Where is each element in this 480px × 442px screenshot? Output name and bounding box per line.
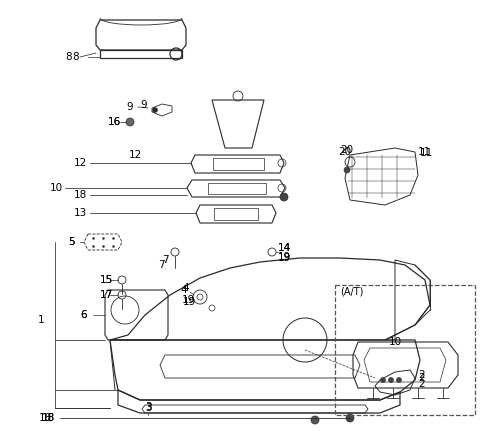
- Text: 16: 16: [108, 117, 121, 127]
- Text: 6: 6: [80, 310, 86, 320]
- Text: 18: 18: [39, 413, 52, 423]
- Text: 5: 5: [68, 237, 74, 247]
- Text: 4: 4: [182, 283, 189, 293]
- Text: 20: 20: [338, 147, 351, 157]
- Text: 15: 15: [100, 275, 113, 285]
- Text: 10: 10: [388, 337, 402, 347]
- Text: 18: 18: [74, 190, 87, 200]
- Text: 19: 19: [182, 295, 195, 305]
- Text: 17: 17: [100, 290, 113, 300]
- Text: 19: 19: [278, 252, 291, 262]
- Text: 20: 20: [340, 145, 353, 155]
- Text: 12: 12: [129, 150, 142, 160]
- Circle shape: [311, 416, 319, 424]
- Text: 11: 11: [420, 148, 433, 158]
- Text: 1: 1: [38, 315, 45, 325]
- Text: 16: 16: [108, 117, 121, 127]
- Text: 14: 14: [278, 243, 291, 253]
- Circle shape: [153, 107, 157, 113]
- Circle shape: [396, 377, 401, 382]
- Text: 2: 2: [418, 373, 425, 383]
- Text: 9: 9: [140, 100, 146, 110]
- Text: 10: 10: [50, 183, 63, 193]
- Text: 12: 12: [74, 158, 87, 168]
- Text: 2: 2: [418, 379, 425, 389]
- Circle shape: [381, 377, 385, 382]
- Text: 6: 6: [80, 310, 86, 320]
- Text: (A/T): (A/T): [340, 287, 363, 297]
- Text: 8: 8: [65, 52, 72, 62]
- Text: 15: 15: [100, 275, 113, 285]
- Circle shape: [388, 377, 394, 382]
- Text: 3: 3: [144, 403, 151, 413]
- Text: 17: 17: [100, 290, 113, 300]
- Text: 9: 9: [126, 102, 132, 112]
- Text: 18: 18: [42, 413, 55, 423]
- Text: 19: 19: [183, 297, 196, 307]
- Text: 2: 2: [418, 370, 425, 380]
- Circle shape: [346, 414, 354, 422]
- Circle shape: [126, 118, 134, 126]
- Text: 14: 14: [278, 243, 291, 253]
- Text: 13: 13: [74, 208, 87, 218]
- Text: 8: 8: [72, 52, 79, 62]
- Text: 7: 7: [162, 255, 168, 265]
- Text: 5: 5: [68, 237, 74, 247]
- Text: 7: 7: [158, 260, 165, 270]
- Text: 3: 3: [144, 402, 151, 412]
- Circle shape: [280, 193, 288, 201]
- Text: 4: 4: [180, 285, 187, 295]
- Circle shape: [344, 167, 350, 173]
- Text: 18: 18: [42, 413, 55, 423]
- Text: 19: 19: [278, 253, 291, 263]
- Text: 11: 11: [418, 147, 431, 157]
